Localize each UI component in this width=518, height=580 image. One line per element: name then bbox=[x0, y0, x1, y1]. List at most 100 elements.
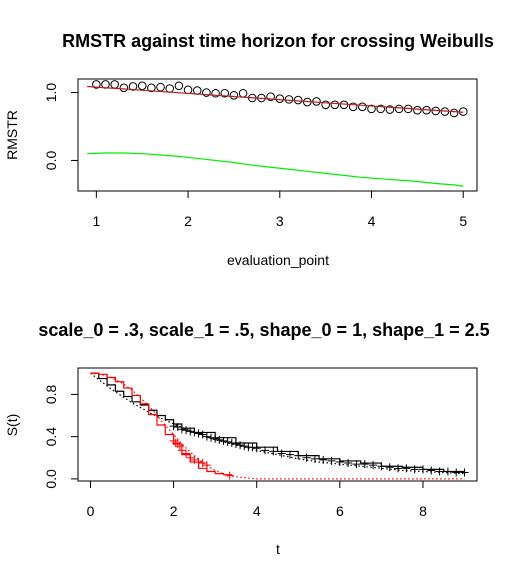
series-line bbox=[90, 372, 465, 475]
data-point bbox=[147, 83, 156, 93]
y-axis-ticks: 0.0 1.0 bbox=[43, 83, 78, 170]
chart-title: RMSTR against time horizon for crossing … bbox=[62, 31, 494, 51]
data-point bbox=[238, 88, 248, 98]
censor-mark bbox=[248, 443, 257, 452]
censor-mark bbox=[223, 437, 232, 446]
censor-mark bbox=[344, 459, 353, 468]
censor-mark bbox=[460, 468, 469, 477]
censor-mark bbox=[177, 425, 186, 434]
plot-marks bbox=[87, 80, 468, 187]
data-point bbox=[358, 102, 367, 112]
censor-mark bbox=[190, 428, 199, 437]
censor-mark bbox=[190, 455, 199, 464]
x-tick-label: 5 bbox=[459, 213, 467, 229]
data-point bbox=[192, 86, 202, 95]
censor-mark bbox=[394, 464, 403, 473]
censor-mark bbox=[452, 468, 461, 477]
rmstr-panel: RMSTR against time horizon for crossing … bbox=[4, 31, 494, 268]
censor-mark bbox=[198, 459, 207, 468]
censor-mark bbox=[219, 436, 228, 445]
x-tick-label: 1 bbox=[92, 213, 100, 229]
censor-mark bbox=[207, 433, 215, 442]
censor-mark bbox=[186, 427, 195, 436]
x-tick-label: 2 bbox=[184, 213, 192, 229]
data-point bbox=[284, 95, 294, 104]
x-tick-label: 2 bbox=[170, 503, 178, 519]
series-line bbox=[90, 372, 465, 480]
series-line bbox=[87, 152, 464, 187]
censor-mark bbox=[294, 451, 303, 460]
data-point bbox=[321, 100, 330, 110]
censor-mark bbox=[360, 460, 369, 469]
censor-mark bbox=[269, 447, 278, 456]
censor-mark bbox=[198, 430, 207, 439]
data-point bbox=[92, 80, 101, 89]
censor-mark bbox=[410, 465, 419, 474]
data-point bbox=[229, 90, 239, 100]
data-point bbox=[165, 84, 175, 93]
censor-mark bbox=[202, 432, 211, 441]
y-tick-label: 0.8 bbox=[43, 384, 59, 404]
censor-mark bbox=[443, 467, 452, 476]
data-point bbox=[220, 88, 230, 98]
data-point bbox=[266, 92, 275, 101]
censor-mark bbox=[369, 461, 378, 470]
data-point bbox=[211, 88, 220, 98]
data-point bbox=[348, 102, 358, 112]
plot-frame bbox=[77, 78, 478, 192]
y-axis-label: RMSTR bbox=[4, 110, 20, 160]
data-point bbox=[183, 85, 193, 95]
censor-mark bbox=[186, 453, 195, 462]
y-axis-label: S(t) bbox=[4, 414, 20, 437]
censor-mark bbox=[231, 440, 240, 449]
censor-mark bbox=[385, 463, 394, 472]
data-point bbox=[156, 82, 165, 92]
x-axis-ticks: 0 2 4 6 8 bbox=[87, 481, 427, 519]
x-axis-ticks: 1 2 3 4 5 bbox=[92, 191, 467, 229]
censor-mark bbox=[277, 449, 286, 458]
censor-mark bbox=[427, 466, 436, 475]
series-line bbox=[90, 372, 233, 476]
x-tick-label: 4 bbox=[368, 213, 376, 229]
data-point bbox=[293, 95, 303, 105]
data-point bbox=[119, 83, 129, 93]
data-point bbox=[275, 94, 285, 103]
censor-mark bbox=[240, 442, 249, 451]
censor-mark bbox=[236, 441, 245, 450]
censor-mark bbox=[335, 457, 344, 466]
censor-mark bbox=[173, 440, 182, 449]
data-point bbox=[312, 97, 321, 106]
censor-mark bbox=[402, 464, 411, 473]
censor-mark bbox=[194, 457, 203, 466]
censor-mark bbox=[182, 426, 191, 435]
survival-panel: scale_0 = .3, scale_1 = .5, shape_0 = 1,… bbox=[4, 320, 490, 557]
censor-mark bbox=[171, 438, 180, 447]
chart-title: scale_0 = .3, scale_1 = .5, shape_0 = 1,… bbox=[38, 320, 489, 340]
censor-mark bbox=[227, 438, 236, 447]
x-axis-label: evaluation_point bbox=[227, 252, 329, 268]
series-line bbox=[87, 85, 464, 113]
data-point bbox=[376, 104, 385, 114]
censor-mark bbox=[310, 454, 319, 463]
censor-mark bbox=[225, 471, 234, 480]
data-point bbox=[128, 82, 138, 91]
x-axis-label: t bbox=[276, 541, 280, 557]
censor-mark bbox=[211, 434, 220, 443]
y-axis-ticks: 0.0 0.4 0.8 bbox=[43, 384, 78, 489]
censor-mark bbox=[435, 467, 444, 476]
x-tick-label: 6 bbox=[336, 503, 344, 519]
censor-mark bbox=[319, 455, 328, 464]
plot-marks bbox=[90, 372, 469, 480]
plot-frame bbox=[77, 367, 478, 482]
y-tick-label: 0.4 bbox=[43, 427, 59, 447]
censor-mark bbox=[169, 436, 178, 445]
series-line bbox=[90, 372, 466, 473]
data-point bbox=[202, 88, 211, 97]
censor-mark bbox=[327, 456, 336, 465]
censor-mark bbox=[215, 435, 224, 444]
x-tick-label: 3 bbox=[276, 213, 284, 229]
data-point bbox=[367, 104, 376, 114]
censor-mark bbox=[177, 446, 186, 455]
y-tick-label: 1.0 bbox=[43, 83, 59, 103]
y-tick-label: 0.0 bbox=[43, 469, 59, 489]
